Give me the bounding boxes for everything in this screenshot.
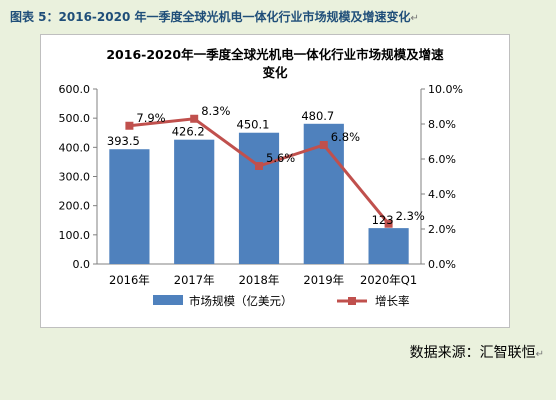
line-marker [384, 219, 393, 228]
figure-caption: 图表 5：2016-2020 年一季度全球光机电一体化行业市场规模及增速变化↵ [10, 8, 419, 25]
source-note: 数据来源：汇智联恒↵ [410, 342, 544, 362]
y-right-tick-label: 4.0% [428, 188, 456, 201]
line-data-label: 6.8% [331, 130, 360, 144]
legend-label-line: 增长率 [375, 294, 410, 308]
bar-data-label: 393.5 [107, 134, 140, 148]
y-right-tick-label: 8.0% [428, 118, 456, 131]
y-left-tick-label: 200.0 [59, 200, 91, 213]
source-text: 数据来源：汇智联恒 [409, 345, 536, 361]
y-right-tick-label: 6.0% [428, 153, 456, 166]
bar-data-label: 480.7 [301, 109, 334, 123]
y-right-tick-label: 0.0% [428, 258, 456, 271]
line-data-label: 8.3% [201, 104, 230, 118]
legend-swatch-bar [153, 295, 183, 305]
bar-data-label: 450.1 [237, 118, 270, 132]
x-tick-label: 2019年 [303, 273, 344, 287]
y-left-tick-label: 400.0 [59, 141, 91, 154]
bar-data-label: 426.2 [172, 125, 205, 139]
chart-frame: 2016-2020年一季度全球光机电一体化行业市场规模及增速 变化 0.0 100… [40, 34, 510, 328]
bar-data-label: 123 [372, 213, 394, 227]
y-left-tick-label: 600.0 [59, 83, 91, 96]
line-data-label: 5.6% [266, 151, 295, 165]
chart-title-line-1: 2016-2020年一季度全球光机电一体化行业市场规模及增速 [106, 47, 444, 62]
legend-label-bar: 市场规模（亿美元） [189, 294, 293, 308]
line-marker [255, 162, 263, 170]
x-tick-label: 2018年 [239, 273, 280, 287]
paragraph-mark: ↵ [410, 13, 419, 24]
bar-market-size [109, 149, 150, 264]
bar-market-size [368, 228, 409, 264]
bar-market-size [174, 139, 215, 264]
line-marker [125, 121, 134, 130]
chart-canvas: 2016-2020年一季度全球光机电一体化行业市场规模及增速 变化 0.0 100… [59, 47, 463, 308]
y-right-tick-label: 2.0% [428, 223, 456, 236]
line-marker [190, 114, 199, 123]
line-data-label: 7.9% [136, 111, 165, 125]
paragraph-mark: ↵ [535, 349, 544, 360]
chart-title-line-2: 变化 [262, 65, 288, 80]
y-left-tick-label: 100.0 [59, 229, 91, 242]
line-marker [319, 141, 328, 149]
x-tick-label: 2016年 [109, 273, 150, 287]
y-left-tick-label: 300.0 [59, 171, 91, 184]
x-tick-label: 2020年Q1 [360, 273, 417, 287]
legend: 市场规模（亿美元） 增长率 [153, 294, 410, 308]
caption-text: 图表 5：2016-2020 年一季度全球光机电一体化行业市场规模及增速变化 [10, 10, 411, 24]
y-left-tick-label: 500.0 [59, 112, 91, 125]
y-left-tick-label: 0.0 [73, 258, 91, 271]
x-tick-label: 2017年 [174, 273, 215, 287]
y-right-tick-label: 10.0% [428, 83, 463, 96]
legend-swatch-marker [348, 297, 356, 305]
plot-area: 0.0 100.0 200.0 300.0 400.0 500.0 600.0 0.0% 2.0… [59, 83, 463, 287]
line-data-label: 2.3% [396, 209, 425, 223]
